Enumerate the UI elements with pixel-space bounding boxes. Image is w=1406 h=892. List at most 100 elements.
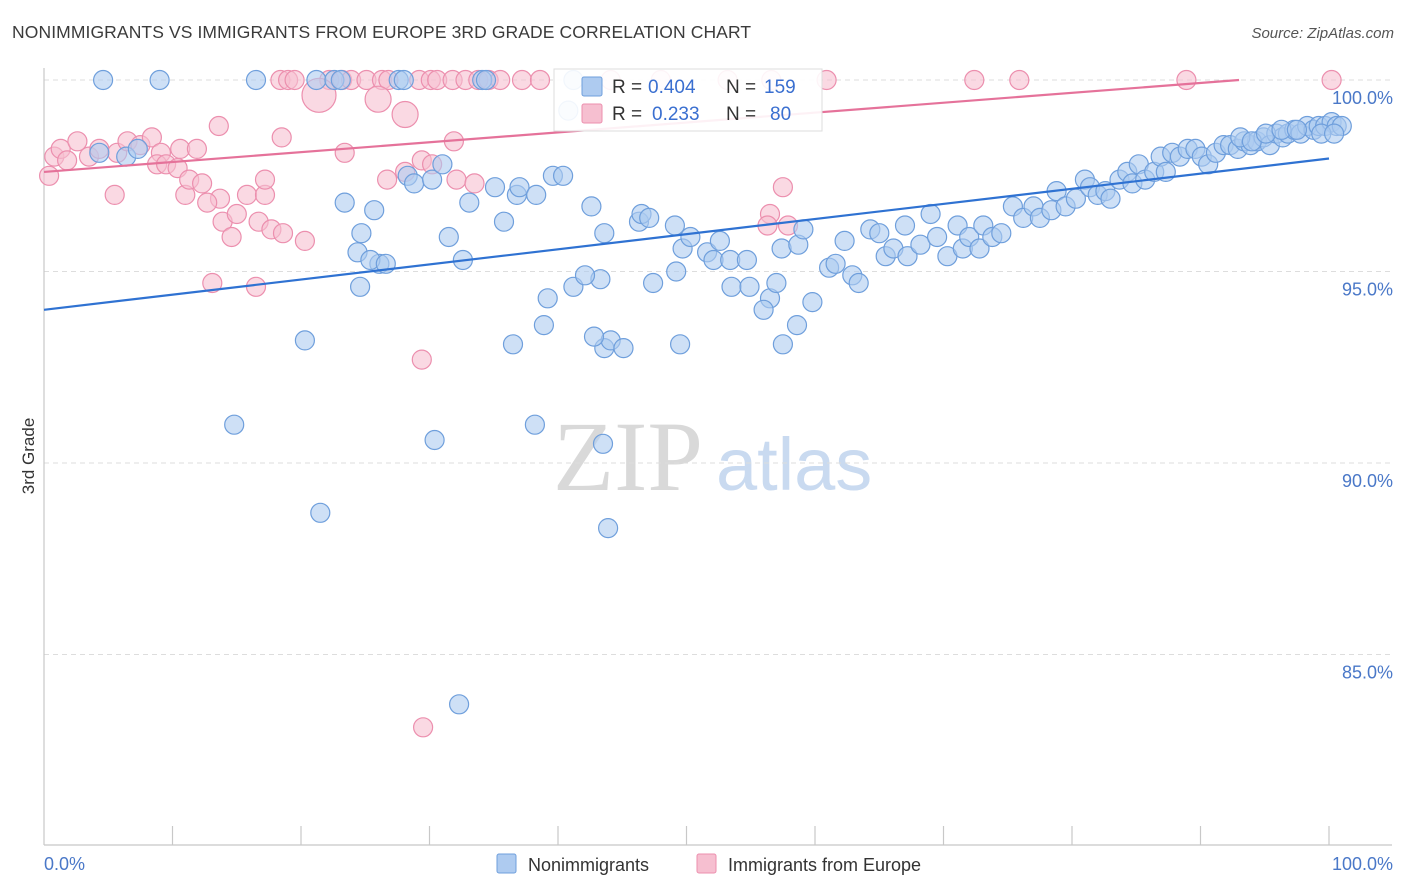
nonimmigrants-point <box>526 184 547 205</box>
nonimmigrants-point <box>432 154 453 175</box>
nonimmigrants-point <box>597 517 619 539</box>
immigrants-point <box>186 138 207 159</box>
nonimmigrants-point <box>1323 123 1345 144</box>
stats-pink-r-value: 0.233 <box>652 104 700 125</box>
y-axis-title: 3rd Grade <box>19 418 38 495</box>
immigrants-point <box>192 173 213 194</box>
immigrants-point <box>272 223 294 244</box>
legend: Nonimmigrants Immigrants from Europe <box>496 853 921 875</box>
nonimmigrants-point <box>149 69 170 91</box>
y-tick-label: 90.0% <box>1342 471 1393 491</box>
nonimmigrants-point <box>594 223 615 244</box>
nonimmigrants-point <box>680 226 701 248</box>
nonimmigrants-point <box>639 207 660 228</box>
nonimmigrants-point <box>524 414 546 435</box>
nonimmigrants-point <box>493 211 515 232</box>
immigrants-point <box>221 226 242 248</box>
legend-label-nonimmigrants: Nonimmigrants <box>528 855 649 875</box>
nonimmigrants-point <box>404 173 425 194</box>
nonimmigrants-point <box>581 196 602 217</box>
nonimmigrants-point <box>739 276 760 297</box>
nonimmigrants-point <box>583 326 605 347</box>
legend-label-immigrants: Immigrants from Europe <box>728 855 921 875</box>
nonimmigrants-point <box>484 177 506 198</box>
nonimmigrants-point <box>330 69 351 91</box>
nonimmigrants-point <box>393 69 414 91</box>
nonimmigrants-point <box>364 200 385 221</box>
nonimmigrants-point <box>350 276 371 297</box>
y-tick-labels: 85.0% 90.0% 95.0% 100.0% <box>1332 88 1393 683</box>
nonimmigrants-point <box>869 223 890 244</box>
nonimmigrants-point <box>92 69 114 91</box>
nonimmigrants-point <box>475 69 497 91</box>
immigrants-point <box>236 184 258 205</box>
nonimmigrants-point <box>574 265 596 286</box>
nonimmigrants-point <box>834 230 855 251</box>
stats-pink-n-label: N = <box>726 104 756 125</box>
nonimmigrants-point <box>89 142 110 163</box>
nonimmigrants-point <box>424 429 445 451</box>
watermark-atlas: atlas <box>716 423 872 506</box>
y-tick-label: 95.0% <box>1342 280 1393 300</box>
immigrants-point <box>1176 69 1197 91</box>
nonimmigrants-point <box>294 330 315 351</box>
immigrants-point <box>364 85 392 113</box>
immigrants-point <box>208 115 229 137</box>
immigrants-point <box>772 177 794 198</box>
y-tick-label: 100.0% <box>1332 88 1393 108</box>
nonimmigrants-point <box>920 203 941 225</box>
source-label: Source: ZipAtlas.com <box>1251 25 1394 42</box>
nonimmigrants-point <box>772 334 794 355</box>
nonimmigrants-point <box>926 226 948 248</box>
immigrants-point <box>245 276 267 297</box>
x-tick-label-min: 0.0% <box>44 854 85 874</box>
nonimmigrants-point <box>422 169 443 190</box>
nonimmigrants-point <box>802 292 823 313</box>
nonimmigrants-point <box>669 334 691 355</box>
nonimmigrants-point <box>351 223 372 244</box>
immigrants-point <box>964 69 985 91</box>
nonimmigrants-point <box>766 272 787 294</box>
nonimmigrants-point <box>793 219 814 240</box>
x-tick-marks <box>171 826 1330 845</box>
nonimmigrants-point <box>533 315 555 336</box>
immigrants-point <box>413 717 434 738</box>
nonimmigrants-point <box>537 288 558 309</box>
legend-swatch-nonimmigrants <box>496 853 517 874</box>
immigrants-point <box>271 127 292 148</box>
stats-box: R = 0.404 N = 159 R = 0.233 N = 80 <box>553 68 823 132</box>
immigrants-point <box>67 131 88 152</box>
immigrants-point <box>226 203 247 225</box>
gridlines <box>44 79 1392 655</box>
immigrants-point <box>104 184 125 205</box>
immigrants-point <box>446 169 467 190</box>
immigrants-point <box>141 127 162 148</box>
nonimmigrants-point <box>306 69 327 91</box>
nonimmigrants-point <box>459 192 480 213</box>
nonimmigrants-point <box>438 226 459 248</box>
immigrants-point <box>377 169 398 190</box>
nonimmigrants-point <box>509 177 530 198</box>
watermark: ZIP atlas <box>553 401 872 512</box>
stats-blue-n-value: 159 <box>764 77 796 98</box>
nonimmigrants-point <box>825 253 846 274</box>
stats-swatch-blue <box>581 76 603 97</box>
nonimmigrants-point <box>449 694 470 715</box>
nonimmigrants-point <box>552 165 574 186</box>
nonimmigrants-point <box>753 299 774 320</box>
nonimmigrants-point <box>642 272 664 294</box>
nonimmigrants-point <box>502 334 524 355</box>
nonimmigrants-point <box>894 215 916 236</box>
nonimmigrants-point <box>245 69 267 91</box>
immigrants-point <box>294 230 315 251</box>
immigrants-point <box>202 272 223 294</box>
chart-title: NONIMMIGRANTS VS IMMIGRANTS FROM EUROPE … <box>12 22 752 42</box>
immigrants-point <box>284 69 305 91</box>
nonimmigrants-point <box>721 276 742 297</box>
stats-swatch-pink <box>581 103 603 124</box>
stats-blue-r-label: R = <box>612 77 642 98</box>
immigrants-point <box>411 349 432 370</box>
legend-swatch-immigrants <box>696 853 717 874</box>
x-tick-label-max: 100.0% <box>1332 854 1393 874</box>
